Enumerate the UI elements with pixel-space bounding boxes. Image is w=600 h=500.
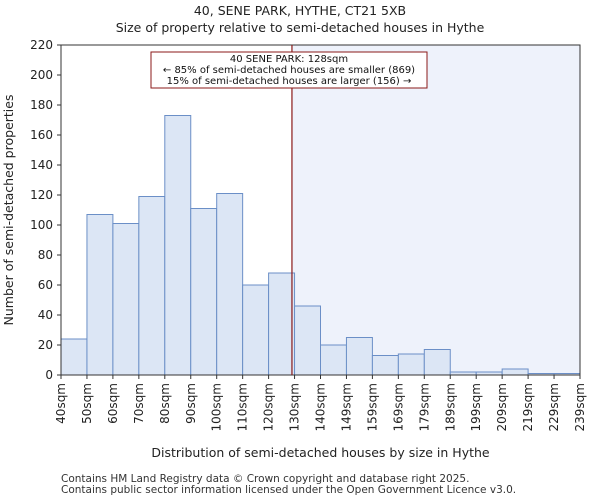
x-axis-title: Distribution of semi-detached houses by … <box>151 445 490 460</box>
x-tick-label: 50sqm <box>80 383 94 424</box>
y-tick-label: 220 <box>30 38 53 52</box>
y-tick-label: 160 <box>30 128 53 142</box>
x-tick-label: 229sqm <box>547 383 561 431</box>
footer-line-1: Contains HM Land Registry data © Crown c… <box>61 473 470 485</box>
x-tick-label: 80sqm <box>158 383 172 424</box>
bar-169sqm <box>397 353 425 376</box>
y-tick-label: 60 <box>38 278 53 292</box>
x-tick-label: 70sqm <box>132 383 146 424</box>
x-tick-label: 179sqm <box>417 383 431 431</box>
bar-140sqm <box>320 344 347 376</box>
chart-subtitle: Size of property relative to semi-detach… <box>115 20 485 35</box>
x-tick-label: 209sqm <box>495 383 509 431</box>
annotation-box <box>150 51 428 89</box>
y-tick-label: 20 <box>38 338 53 352</box>
bar-90sqm <box>190 208 218 376</box>
y-axis-title: Number of semi-detached properties <box>1 95 16 326</box>
highlight-region <box>291 45 580 375</box>
x-tick-label: 120sqm <box>262 383 276 431</box>
x-tick-label: 110sqm <box>236 383 250 431</box>
x-tick-label: 149sqm <box>339 383 353 431</box>
footer-line-2: Contains public sector information licen… <box>61 484 517 496</box>
annotation-line-3: 15% of semi-detached houses are larger (… <box>167 76 412 87</box>
y-tick-label: 100 <box>30 218 53 232</box>
y-tick-label: 40 <box>38 308 53 322</box>
x-tick-label: 100sqm <box>210 383 224 431</box>
x-tick-label: 189sqm <box>443 383 457 431</box>
x-tick-label: 130sqm <box>288 383 302 431</box>
bar-120sqm <box>268 272 296 376</box>
bar-40sqm <box>60 338 88 376</box>
bar-130sqm <box>294 305 321 376</box>
x-tick-label: 40sqm <box>54 383 68 424</box>
y-tick-label: 200 <box>30 68 53 82</box>
y-tick-label: 80 <box>38 248 53 262</box>
y-tick-label: 0 <box>45 368 53 382</box>
x-tick-label: 219sqm <box>521 383 535 431</box>
bar-110sqm <box>242 284 270 376</box>
bar-159sqm <box>371 355 399 376</box>
bar-100sqm <box>216 193 244 376</box>
y-tick-label: 180 <box>30 98 53 112</box>
y-tick-label: 120 <box>30 188 53 202</box>
x-tick-label: 239sqm <box>573 383 587 431</box>
chart-title: 40, SENE PARK, HYTHE, CT21 5XB <box>193 3 407 18</box>
bar-209sqm <box>501 368 529 376</box>
bar-179sqm <box>423 349 451 376</box>
bar-50sqm <box>86 214 114 376</box>
x-tick-label: 140sqm <box>314 383 328 431</box>
x-tick-label: 60sqm <box>106 383 120 424</box>
bar-149sqm <box>345 337 373 376</box>
x-tick-label: 169sqm <box>391 383 405 431</box>
x-tick-label: 90sqm <box>184 383 198 424</box>
annotation-line-2: ← 85% of semi-detached houses are smalle… <box>163 65 415 76</box>
bar-60sqm <box>112 223 140 376</box>
bar-70sqm <box>138 196 166 376</box>
x-tick-label: 199sqm <box>469 383 483 431</box>
x-tick-label: 159sqm <box>365 383 379 431</box>
bar-80sqm <box>164 115 192 376</box>
annotation-line-1: 40 SENE PARK: 128sqm <box>230 54 348 65</box>
y-tick-label: 140 <box>30 158 53 172</box>
